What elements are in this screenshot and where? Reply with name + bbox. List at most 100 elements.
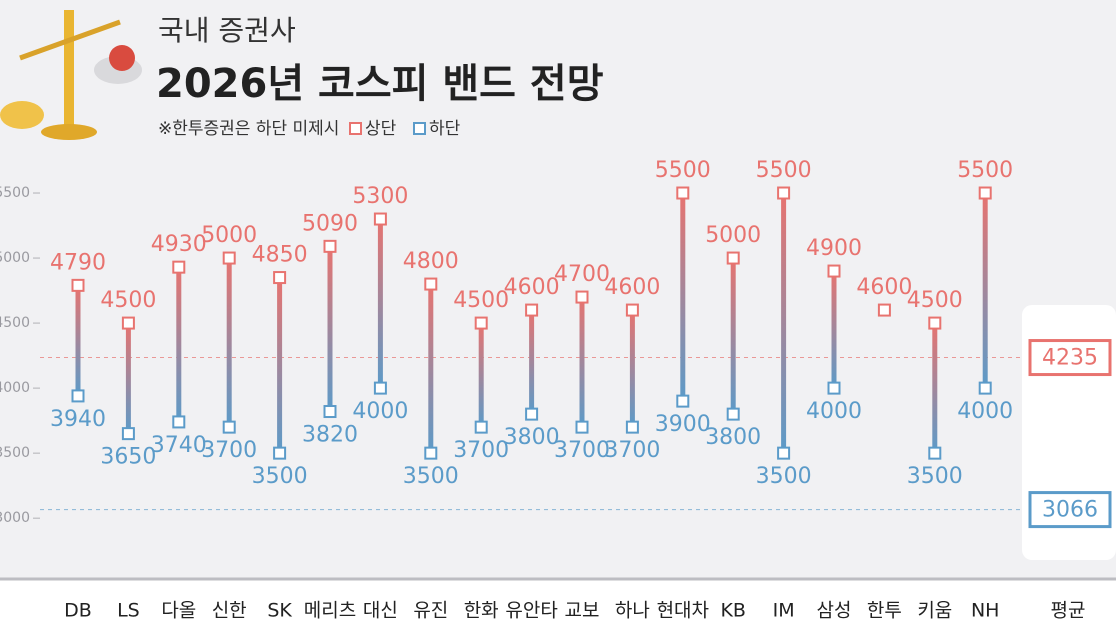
x-tick-label: 신한 bbox=[212, 600, 247, 622]
x-tick-label: 하나 bbox=[615, 600, 650, 622]
lower-marker bbox=[273, 446, 287, 460]
range-bar bbox=[428, 284, 434, 454]
x-tick-label: NH bbox=[971, 600, 1000, 622]
range-bar bbox=[982, 193, 988, 389]
range-bar bbox=[277, 277, 283, 454]
x-tick-label: KB bbox=[720, 600, 746, 622]
scale-icon bbox=[0, 10, 142, 140]
range-bar bbox=[730, 258, 736, 415]
upper-value-label: 5500 bbox=[756, 158, 812, 183]
average-label: 3066 bbox=[1042, 498, 1098, 523]
lower-marker bbox=[928, 446, 942, 460]
x-tick-label: 다올 bbox=[161, 600, 196, 622]
lower-marker bbox=[172, 415, 186, 429]
lower-value-label: 3500 bbox=[252, 464, 308, 489]
x-tick-label: 한화 bbox=[464, 600, 499, 622]
x-tick-label: LS bbox=[117, 600, 140, 622]
x-tick-label: 현대차 bbox=[657, 600, 709, 622]
lower-marker bbox=[575, 420, 589, 434]
range-bar bbox=[529, 310, 535, 415]
upper-value-label: 4930 bbox=[151, 232, 207, 257]
upper-marker bbox=[323, 239, 337, 253]
range-bar bbox=[478, 323, 484, 428]
range-bar bbox=[932, 323, 938, 454]
lower-marker bbox=[625, 420, 639, 434]
plot-background bbox=[0, 0, 1116, 580]
lower-value-label: 3700 bbox=[453, 438, 509, 463]
upper-value-label: 4600 bbox=[504, 275, 560, 300]
upper-marker bbox=[726, 251, 740, 265]
upper-value-label: 4600 bbox=[604, 275, 660, 300]
legend-swatch bbox=[349, 122, 362, 135]
upper-value-label: 4790 bbox=[50, 250, 106, 275]
lower-value-label: 3700 bbox=[604, 438, 660, 463]
chart-subtitle: 국내 증권사 bbox=[158, 14, 296, 47]
lower-value-label: 3700 bbox=[201, 438, 257, 463]
lower-marker bbox=[726, 407, 740, 421]
x-tick-label: 키움 bbox=[917, 600, 952, 622]
lower-value-label: 3800 bbox=[504, 425, 560, 450]
lower-value-label: 3700 bbox=[554, 438, 610, 463]
x-tick-label: 한투 bbox=[867, 600, 902, 622]
legend-label: 하단 bbox=[429, 119, 461, 139]
upper-value-label: 5090 bbox=[302, 211, 358, 236]
lower-marker bbox=[777, 446, 791, 460]
x-tick-label: IM bbox=[773, 600, 795, 622]
range-bar bbox=[629, 310, 635, 428]
upper-value-label: 5500 bbox=[957, 158, 1013, 183]
lower-value-label: 3500 bbox=[756, 464, 812, 489]
y-tick-label: 4500 bbox=[0, 315, 30, 331]
upper-marker bbox=[827, 264, 841, 278]
range-bar bbox=[377, 219, 383, 389]
x-tick-label: 평균 bbox=[1051, 600, 1086, 622]
range-bar bbox=[176, 267, 182, 422]
lower-value-label: 3900 bbox=[655, 412, 711, 437]
lower-marker bbox=[373, 381, 387, 395]
chart-note: ※한투증권은 하단 미제시 bbox=[158, 119, 339, 139]
upper-marker bbox=[121, 316, 135, 330]
lower-marker bbox=[424, 446, 438, 460]
upper-marker bbox=[273, 271, 287, 285]
upper-marker bbox=[777, 186, 791, 200]
range-bar bbox=[226, 258, 232, 428]
upper-value-label: 4800 bbox=[403, 249, 459, 274]
upper-value-label: 4500 bbox=[907, 288, 963, 313]
x-tick-label: DB bbox=[64, 600, 92, 622]
x-tick-label: 유진 bbox=[413, 600, 448, 622]
range-bar bbox=[680, 193, 686, 402]
lower-marker bbox=[222, 420, 236, 434]
lower-value-label: 4000 bbox=[352, 399, 408, 424]
upper-marker bbox=[575, 290, 589, 304]
lower-marker bbox=[323, 405, 337, 419]
lower-value-label: 3820 bbox=[302, 423, 358, 448]
y-tick-label: 5000 bbox=[0, 250, 30, 266]
upper-marker bbox=[71, 278, 85, 292]
range-bar bbox=[75, 285, 81, 396]
lower-marker bbox=[71, 389, 85, 403]
upper-value-label: 4850 bbox=[252, 243, 308, 268]
x-tick-label: SK bbox=[267, 600, 292, 622]
upper-value-label: 4500 bbox=[100, 288, 156, 313]
lower-marker bbox=[121, 427, 135, 441]
lower-value-label: 3500 bbox=[403, 464, 459, 489]
lower-value-label: 3740 bbox=[151, 433, 207, 458]
lower-value-label: 4000 bbox=[957, 399, 1013, 424]
upper-value-label: 4900 bbox=[806, 236, 862, 261]
lower-value-label: 4000 bbox=[806, 399, 862, 424]
x-tick-label: 유안타 bbox=[505, 600, 557, 622]
average-box bbox=[1028, 339, 1112, 377]
upper-value-label: 4600 bbox=[856, 275, 912, 300]
upper-value-label: 5000 bbox=[201, 223, 257, 248]
upper-value-label: 5300 bbox=[352, 184, 408, 209]
y-tick-label: 5500 bbox=[0, 185, 30, 201]
average-box bbox=[1028, 491, 1112, 529]
range-bar bbox=[327, 246, 333, 412]
range-bar bbox=[579, 297, 585, 428]
y-tick-label: 3500 bbox=[0, 445, 30, 461]
lower-marker bbox=[676, 394, 690, 408]
upper-marker bbox=[978, 186, 992, 200]
upper-marker bbox=[928, 316, 942, 330]
y-tick-label: 4000 bbox=[0, 380, 30, 396]
upper-marker bbox=[676, 186, 690, 200]
average-label: 4235 bbox=[1042, 346, 1098, 371]
